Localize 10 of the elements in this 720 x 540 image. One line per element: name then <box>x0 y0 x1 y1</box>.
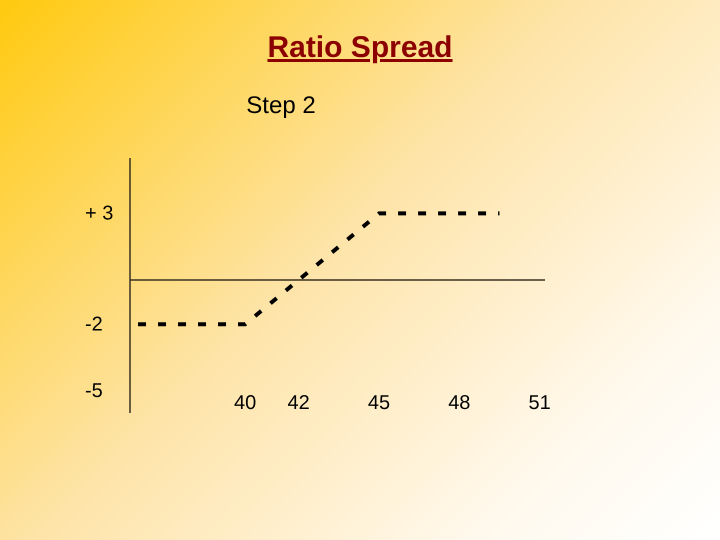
y-tick-label: -5 <box>85 380 103 402</box>
chart-title: Ratio Spread <box>267 31 453 64</box>
x-tick-label: 48 <box>448 392 470 414</box>
y-tick-label: -2 <box>85 313 103 336</box>
x-tick-label: 51 <box>528 392 551 414</box>
chart-subtitle: Step 2 <box>246 92 316 119</box>
x-tick-label: 45 <box>368 392 390 414</box>
x-tick-label: 40 <box>234 392 256 414</box>
y-tick-label: + 3 <box>85 202 114 224</box>
x-tick-label: 42 <box>288 392 310 414</box>
